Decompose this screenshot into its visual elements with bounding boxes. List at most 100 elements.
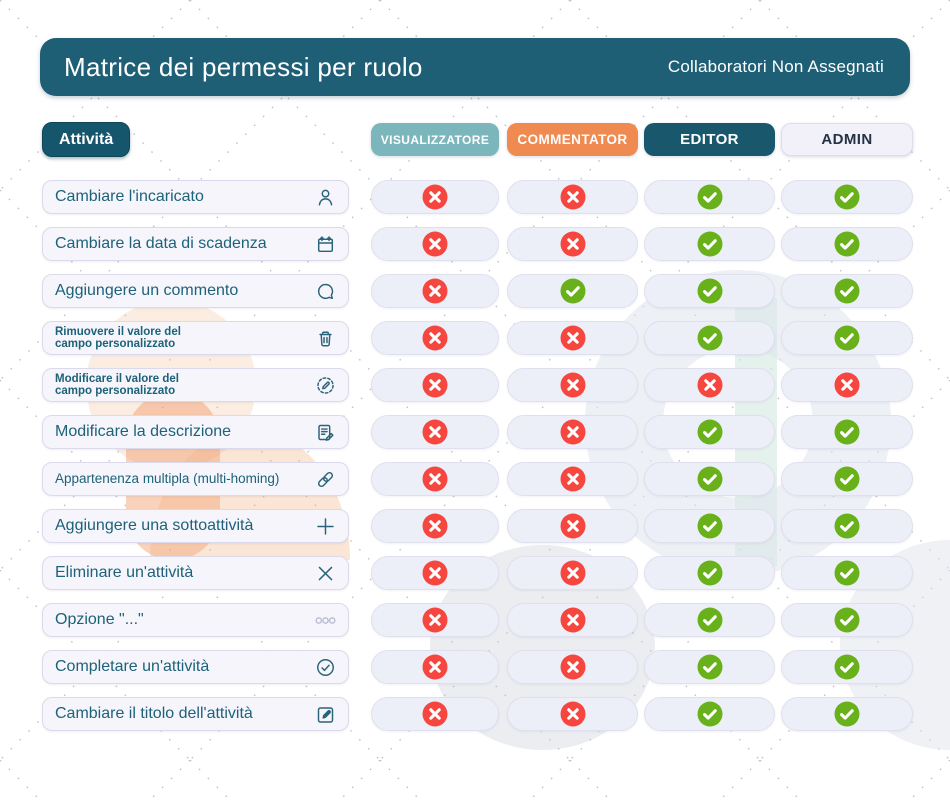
perm-cell-editor-allowed xyxy=(644,462,775,496)
perm-cell-admin-allowed xyxy=(781,509,913,543)
check-badge-icon xyxy=(697,278,723,304)
cross-badge-icon xyxy=(422,419,448,445)
page-title: Matrice dei permessi per ruolo xyxy=(64,51,423,82)
cross-badge-icon xyxy=(422,372,448,398)
cross-badge-icon xyxy=(422,466,448,492)
perm-cell-visualizzatore-denied xyxy=(371,274,499,308)
cross-badge-icon xyxy=(560,231,586,257)
activity-label-pill: Cambiare il titolo dell'attività xyxy=(42,697,349,731)
activity-label: Aggiungere un commento xyxy=(55,281,239,299)
cross-badge-icon xyxy=(560,513,586,539)
role-column-header-admin: ADMIN xyxy=(781,123,913,156)
check-badge-icon xyxy=(834,607,860,633)
cross-badge-icon xyxy=(422,607,448,633)
check-badge-icon xyxy=(697,607,723,633)
activity-label-pill: Modificare la descrizione xyxy=(42,415,349,449)
trash-icon xyxy=(314,327,337,350)
activity-label: Cambiare l'incaricato xyxy=(55,187,204,205)
table-row: Opzione "..." xyxy=(42,603,916,637)
check-badge-icon xyxy=(834,701,860,727)
ellipsis-icon xyxy=(314,609,337,632)
perm-cell-admin-allowed xyxy=(781,697,913,731)
activity-label-pill: Aggiungere una sottoattività xyxy=(42,509,349,543)
check-badge-icon xyxy=(697,184,723,210)
perm-cell-commentator-denied xyxy=(507,462,638,496)
perm-cell-commentator-denied xyxy=(507,650,638,684)
check-badge-icon xyxy=(834,513,860,539)
table-row: Cambiare la data di scadenza xyxy=(42,227,916,261)
description-icon xyxy=(314,421,337,444)
perm-cell-visualizzatore-denied xyxy=(371,556,499,590)
perm-cell-visualizzatore-denied xyxy=(371,509,499,543)
perm-cell-commentator-denied xyxy=(507,556,638,590)
cross-badge-icon xyxy=(560,654,586,680)
perm-cell-editor-allowed xyxy=(644,180,775,214)
activity-label-pill: Cambiare l'incaricato xyxy=(42,180,349,214)
perm-cell-editor-allowed xyxy=(644,509,775,543)
perm-cell-editor-allowed xyxy=(644,603,775,637)
perm-cell-admin-allowed xyxy=(781,415,913,449)
role-column-header-visualizzatore: VISUALIZZATORE xyxy=(371,123,499,156)
check-circle-icon xyxy=(314,656,337,679)
activity-label-pill: Aggiungere un commento xyxy=(42,274,349,308)
activity-label-pill: Rimuovere il valore del campo personalizz… xyxy=(42,321,349,355)
check-badge-icon xyxy=(697,513,723,539)
perm-cell-commentator-denied xyxy=(507,697,638,731)
check-badge-icon xyxy=(697,325,723,351)
edit-square-icon xyxy=(314,703,337,726)
activity-label-pill: Cambiare la data di scadenza xyxy=(42,227,349,261)
check-badge-icon xyxy=(697,654,723,680)
perm-cell-commentator-allowed xyxy=(507,274,638,308)
perm-cell-editor-allowed xyxy=(644,321,775,355)
table-row: Completare un'attività xyxy=(42,650,916,684)
perm-cell-admin-allowed xyxy=(781,603,913,637)
perm-cell-commentator-denied xyxy=(507,321,638,355)
x-icon xyxy=(314,562,337,585)
comment-icon xyxy=(314,280,337,303)
cross-badge-icon xyxy=(422,513,448,539)
cross-badge-icon xyxy=(834,372,860,398)
perm-cell-visualizzatore-denied xyxy=(371,368,499,402)
check-badge-icon xyxy=(834,184,860,210)
table-row: Cambiare il titolo dell'attività xyxy=(42,697,916,731)
activity-label-pill: Completare un'attività xyxy=(42,650,349,684)
check-badge-icon xyxy=(697,701,723,727)
role-column-header-commentator: COMMENTATOR xyxy=(507,123,638,156)
check-badge-icon xyxy=(697,466,723,492)
header-subtitle: Collaboratori Non Assegnati xyxy=(667,57,884,76)
check-badge-icon xyxy=(697,419,723,445)
activity-label: Appartenenza multipla (multi-homing) xyxy=(55,470,280,486)
perm-cell-editor-denied xyxy=(644,368,775,402)
check-badge-icon xyxy=(834,278,860,304)
activity-label: Cambiare la data di scadenza xyxy=(55,234,267,252)
perm-cell-editor-allowed xyxy=(644,227,775,261)
check-badge-icon xyxy=(697,231,723,257)
table-row: Cambiare l'incaricato xyxy=(42,180,916,214)
perm-cell-commentator-denied xyxy=(507,227,638,261)
activity-label-pill: Opzione "..." xyxy=(42,603,349,637)
perm-cell-visualizzatore-denied xyxy=(371,415,499,449)
activity-label: Aggiungere una sottoattività xyxy=(55,516,254,534)
perm-cell-visualizzatore-denied xyxy=(371,697,499,731)
activity-label: Modificare la descrizione xyxy=(55,422,232,440)
plus-icon xyxy=(314,515,337,538)
perm-cell-editor-allowed xyxy=(644,650,775,684)
check-badge-icon xyxy=(834,466,860,492)
cross-badge-icon xyxy=(422,654,448,680)
cross-badge-icon xyxy=(560,325,586,351)
person-icon xyxy=(314,186,337,209)
perm-cell-commentator-denied xyxy=(507,368,638,402)
check-badge-icon xyxy=(834,231,860,257)
perm-cell-editor-allowed xyxy=(644,556,775,590)
perm-cell-visualizzatore-denied xyxy=(371,321,499,355)
check-badge-icon xyxy=(560,278,586,304)
check-badge-icon xyxy=(834,419,860,445)
cross-badge-icon xyxy=(422,701,448,727)
perm-cell-visualizzatore-denied xyxy=(371,180,499,214)
check-badge-icon xyxy=(834,325,860,351)
cross-badge-icon xyxy=(560,560,586,586)
table-row: Eliminare un'attività xyxy=(42,556,916,590)
activity-label: Opzione "..." xyxy=(55,610,144,628)
check-badge-icon xyxy=(834,654,860,680)
